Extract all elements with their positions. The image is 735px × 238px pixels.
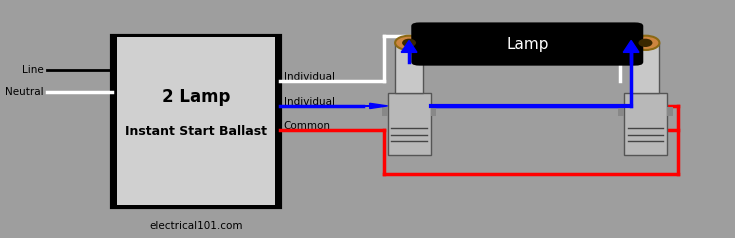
Bar bbox=[395, 43, 423, 93]
Bar bbox=[624, 93, 667, 155]
Text: Common: Common bbox=[284, 121, 331, 131]
FancyArrow shape bbox=[362, 103, 387, 109]
Ellipse shape bbox=[402, 39, 416, 47]
FancyBboxPatch shape bbox=[412, 24, 642, 64]
FancyArrow shape bbox=[623, 40, 639, 52]
Text: Line: Line bbox=[22, 65, 44, 75]
Bar bbox=[387, 93, 431, 155]
FancyArrow shape bbox=[401, 40, 417, 52]
Bar bbox=[117, 37, 275, 205]
Text: Individual: Individual bbox=[284, 72, 334, 82]
Bar bbox=[618, 107, 624, 116]
Bar bbox=[112, 36, 280, 207]
Text: Instant Start Ballast: Instant Start Ballast bbox=[125, 125, 267, 138]
Text: Lamp: Lamp bbox=[506, 36, 548, 52]
Ellipse shape bbox=[395, 36, 423, 50]
Text: electrical101.com: electrical101.com bbox=[149, 221, 243, 231]
Text: 2 Lamp: 2 Lamp bbox=[162, 88, 230, 106]
Ellipse shape bbox=[631, 36, 659, 50]
Bar bbox=[431, 107, 437, 116]
Bar bbox=[631, 43, 659, 93]
Bar bbox=[382, 107, 387, 116]
Bar bbox=[667, 107, 673, 116]
Ellipse shape bbox=[639, 39, 653, 47]
Text: Individual: Individual bbox=[284, 97, 334, 107]
Text: Neutral: Neutral bbox=[5, 87, 44, 97]
